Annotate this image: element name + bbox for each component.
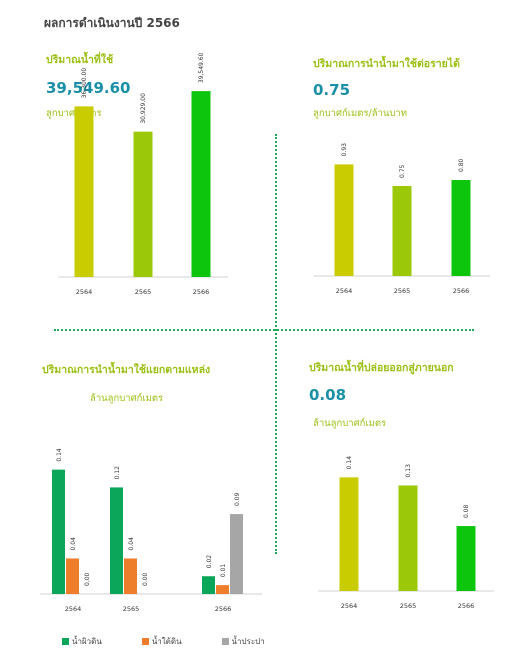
- x-tick-label: 2566: [453, 287, 470, 295]
- legend-swatch: [62, 638, 69, 645]
- data-label: 36,300.00: [81, 68, 88, 99]
- water-per-revenue-value: 0.75: [313, 81, 351, 99]
- data-label: 0.12: [114, 466, 121, 480]
- bar: [451, 180, 471, 276]
- legend: น้ำผิวดิน น้ำใต้ดิน น้ำประปา: [62, 635, 265, 648]
- data-label: 0.13: [405, 464, 412, 478]
- x-tick-label: 2564: [336, 287, 353, 295]
- x-tick-label: 2566: [458, 602, 475, 610]
- bar: [230, 514, 243, 594]
- bar: [216, 585, 229, 594]
- bar: [334, 164, 354, 276]
- data-label: 0.00: [84, 572, 91, 586]
- bar: [124, 558, 137, 594]
- bar: [456, 526, 476, 591]
- x-tick-label: 2564: [76, 288, 93, 296]
- legend-label: น้ำใต้ดิน: [151, 637, 182, 646]
- legend-item-surface-water: น้ำผิวดิน: [62, 635, 102, 648]
- data-label: 39,549.60: [198, 52, 205, 83]
- data-label: 0.01: [220, 564, 227, 578]
- data-label: 0.04: [128, 537, 135, 551]
- water-per-revenue-unit: ลูกบาศก์เมตร/ล้านบาท: [313, 108, 407, 119]
- x-tick-label: 2566: [193, 288, 210, 296]
- bar: [110, 487, 123, 594]
- horizontal-divider: [54, 329, 474, 331]
- bar: [66, 558, 79, 594]
- water-used-title: ปริมาณน้ำที่ใช้: [46, 54, 114, 66]
- x-tick-label: 2565: [400, 602, 417, 610]
- water-used-unit: ลูกบาศก์เมตร: [46, 108, 102, 119]
- water-discharged-unit: ล้านลูกบาศก์เมตร: [313, 418, 387, 429]
- bar: [133, 131, 153, 277]
- water-discharged-value: 0.08: [309, 386, 347, 404]
- bar: [74, 106, 94, 277]
- bar: [191, 91, 211, 277]
- data-label: 0.09: [234, 493, 241, 507]
- water-per-revenue-title: ปริมาณการนำน้ำมาใช้ต่อรายได้: [313, 58, 460, 70]
- x-tick-label: 2566: [215, 605, 232, 613]
- data-label: 0.00: [142, 572, 149, 586]
- data-label: 0.04: [70, 537, 77, 551]
- bar: [202, 576, 215, 594]
- legend-swatch: [141, 638, 149, 645]
- data-label: 30,929.00: [140, 93, 147, 124]
- data-label: 0.14: [56, 448, 63, 462]
- x-tick-label: 2565: [123, 605, 140, 613]
- legend-item-groundwater: น้ำใต้ดิน: [141, 635, 182, 648]
- data-label: 0.75: [399, 164, 406, 178]
- vertical-divider: [275, 134, 277, 554]
- x-tick-label: 2564: [341, 602, 358, 610]
- water-used-value: 39,549.60: [46, 79, 131, 97]
- data-label: 0.14: [346, 456, 353, 470]
- water-by-source-title: ปริมาณการนำน้ำมาใช้แยกตามแหล่ง: [42, 364, 211, 376]
- water-discharged-title: ปริมาณน้ำที่ปล่อยออกสู่ภายนอก: [309, 362, 454, 374]
- page-title: ผลการดำเนินงานปี 2566: [44, 16, 180, 30]
- legend-label: น้ำผิวดิน: [72, 637, 102, 646]
- x-tick-label: 2564: [65, 605, 82, 613]
- bar: [392, 186, 412, 276]
- legend-label: น้ำประปา: [231, 637, 265, 646]
- data-label: 0.02: [206, 555, 213, 569]
- data-label: 0.93: [341, 143, 348, 157]
- legend-swatch: [221, 638, 229, 645]
- data-label: 0.80: [458, 158, 465, 172]
- bar: [398, 485, 418, 591]
- data-label: 0.08: [463, 505, 470, 519]
- x-tick-label: 2565: [394, 287, 411, 295]
- bar: [52, 469, 65, 594]
- legend-item-tap-water: น้ำประปา: [221, 635, 265, 648]
- bar: [339, 477, 359, 591]
- x-tick-label: 2565: [135, 288, 152, 296]
- water-by-source-unit: ล้านลูกบาศก์เมตร: [90, 393, 164, 404]
